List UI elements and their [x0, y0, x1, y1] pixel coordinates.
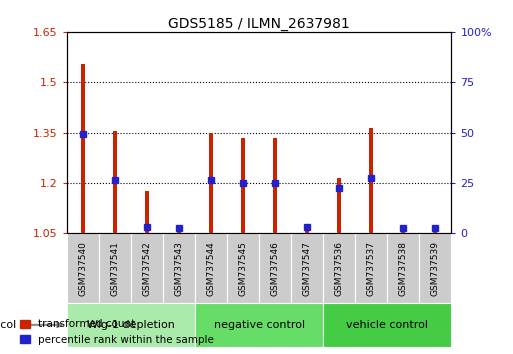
- Legend: transformed count, percentile rank within the sample: transformed count, percentile rank withi…: [15, 315, 219, 349]
- Text: GSM737544: GSM737544: [206, 241, 215, 296]
- Bar: [209, 133, 213, 234]
- Bar: [433, 230, 437, 234]
- Bar: [131, 234, 163, 303]
- Bar: [177, 232, 181, 234]
- Bar: [323, 303, 451, 347]
- Bar: [401, 228, 405, 234]
- Bar: [273, 138, 277, 234]
- Text: GSM737537: GSM737537: [367, 241, 376, 296]
- Text: protocol: protocol: [0, 320, 62, 330]
- Bar: [323, 234, 355, 303]
- Bar: [355, 234, 387, 303]
- Bar: [338, 178, 341, 234]
- Bar: [145, 192, 149, 234]
- Bar: [291, 234, 323, 303]
- Bar: [259, 234, 291, 303]
- Bar: [227, 234, 259, 303]
- Text: GSM737545: GSM737545: [239, 241, 248, 296]
- Text: GSM737536: GSM737536: [334, 241, 344, 296]
- Bar: [113, 131, 116, 234]
- Text: GSM737543: GSM737543: [174, 241, 184, 296]
- Text: vehicle control: vehicle control: [346, 320, 428, 330]
- Bar: [369, 128, 373, 234]
- Bar: [98, 234, 131, 303]
- Text: GSM737547: GSM737547: [303, 241, 312, 296]
- Text: GSM737542: GSM737542: [142, 241, 151, 296]
- Bar: [163, 234, 195, 303]
- Bar: [81, 64, 85, 234]
- Bar: [420, 234, 451, 303]
- Text: GSM737538: GSM737538: [399, 241, 408, 296]
- Bar: [387, 234, 420, 303]
- Bar: [67, 234, 98, 303]
- Bar: [305, 228, 309, 234]
- Text: GSM737541: GSM737541: [110, 241, 120, 296]
- Bar: [195, 303, 323, 347]
- Text: negative control: negative control: [213, 320, 305, 330]
- Title: GDS5185 / ILMN_2637981: GDS5185 / ILMN_2637981: [168, 17, 350, 31]
- Bar: [195, 234, 227, 303]
- Bar: [67, 303, 195, 347]
- Text: GSM737546: GSM737546: [270, 241, 280, 296]
- Text: GSM737539: GSM737539: [431, 241, 440, 296]
- Text: GSM737540: GSM737540: [78, 241, 87, 296]
- Bar: [241, 138, 245, 234]
- Text: Wig-1 depletion: Wig-1 depletion: [87, 320, 175, 330]
